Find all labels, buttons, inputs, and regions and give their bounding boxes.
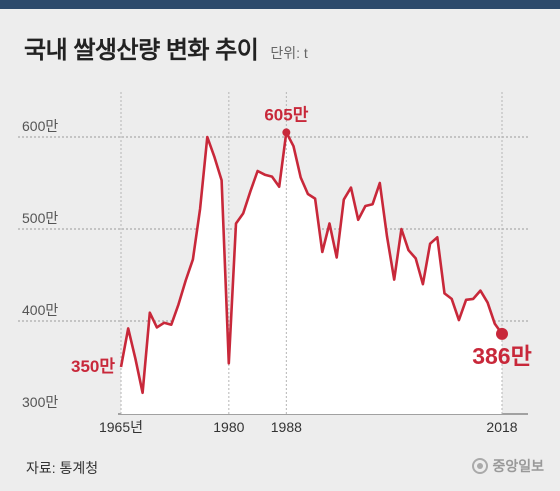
annotation-peak-dot [282, 128, 291, 137]
annotation-end-label: 386만 [472, 343, 532, 369]
y-tick-label: 300만 [22, 394, 58, 410]
source-note: 자료: 통계청 [26, 460, 99, 476]
x-tick-label: 1965년 [99, 419, 143, 435]
x-tick-labels: 1965년 1980 1988 2018 [99, 419, 518, 435]
y-tick-label: 400만 [22, 302, 58, 318]
logo-text: 중앙일보 [492, 458, 544, 474]
chart-title: 국내 쌀생산량 변화 추이 [24, 37, 259, 64]
annotation-start-label: 350만 [71, 357, 115, 376]
unit-label: 단위: t [270, 45, 308, 61]
y-tick-labels: 300만 400만 500만 600만 [22, 118, 58, 410]
x-tick-label: 1988 [271, 419, 302, 435]
annotations: 350만 605만 386만 [71, 105, 532, 376]
top-accent-bar [0, 0, 560, 9]
y-tick-label: 600만 [22, 118, 58, 134]
x-tick-label: 1980 [213, 419, 244, 435]
area-fill [121, 132, 502, 414]
annotation-end-dot [496, 327, 508, 340]
annotation-peak-label: 605만 [264, 105, 308, 124]
chart-header: 국내 쌀생산량 변화 추이 단위: t [24, 30, 308, 65]
x-tick-label: 2018 [486, 419, 517, 435]
y-tick-label: 500만 [22, 210, 58, 226]
series-line [119, 131, 504, 395]
logo-circle-icon [472, 458, 489, 474]
publisher-logo: 중앙일보 [472, 456, 544, 476]
